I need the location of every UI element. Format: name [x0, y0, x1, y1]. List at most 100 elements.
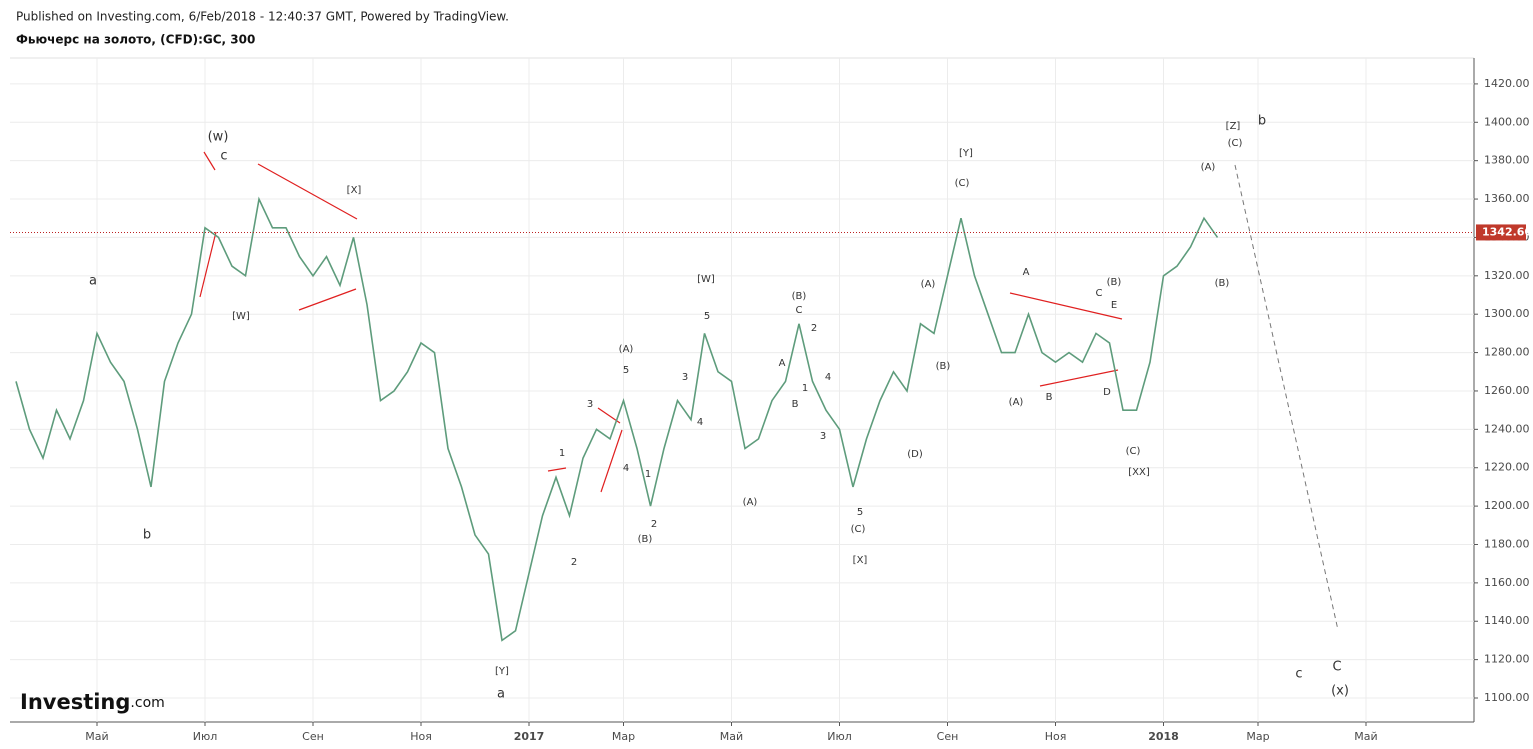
wave-label: 1	[802, 383, 808, 394]
wave-label: c	[1295, 667, 1302, 682]
y-tick-label: 1320.00	[1484, 269, 1530, 282]
trendline	[203, 151, 216, 171]
wave-label: [Y]	[959, 148, 973, 159]
wave-label: E	[1111, 300, 1117, 311]
x-tick-label: Май	[1354, 730, 1377, 743]
wave-label: C	[796, 305, 803, 316]
x-tick-label: Ноя	[410, 730, 432, 743]
trendline	[1009, 292, 1123, 320]
wave-label: (B)	[1215, 278, 1230, 289]
trendline	[600, 429, 623, 493]
wave-label: (B)	[638, 534, 653, 545]
wave-label: B	[1046, 392, 1053, 403]
wave-label: [W]	[232, 311, 250, 322]
x-tick-label: Июл	[193, 730, 218, 743]
trendline	[257, 163, 358, 220]
wave-label: (A)	[743, 497, 758, 508]
wave-label: [Y]	[495, 666, 509, 677]
grid	[10, 58, 1474, 722]
wave-label: b	[143, 528, 151, 543]
projection-line	[1234, 164, 1339, 631]
logo-main: Investing	[20, 690, 130, 714]
wave-label: [W]	[697, 274, 715, 285]
x-tick-label: Мар	[1246, 730, 1269, 743]
y-tick-label: 1280.00	[1484, 346, 1530, 359]
wave-label: (w)	[208, 130, 229, 145]
chart-title: Фьючерс на золото, (CFD):GC, 300	[16, 33, 255, 47]
x-tick-label: Ноя	[1045, 730, 1067, 743]
wave-label: A	[1023, 267, 1030, 278]
wave-label: 2	[571, 557, 577, 568]
x-tick-label: 2018	[1148, 730, 1179, 743]
wave-label: 4	[825, 372, 831, 383]
x-tick-label: Июл	[827, 730, 852, 743]
y-tick-label: 1400.00	[1484, 115, 1530, 128]
logo-suffix: .com	[130, 695, 164, 711]
published-note: Published on Investing.com, 6/Feb/2018 -…	[16, 10, 509, 24]
wave-label: (B)	[1107, 277, 1122, 288]
wave-label: (A)	[1201, 162, 1216, 173]
x-tick-label: Май	[720, 730, 743, 743]
wave-label: 1	[645, 469, 651, 480]
wave-label: D	[1103, 387, 1111, 398]
y-tick-label: 1240.00	[1484, 422, 1530, 435]
trendline	[199, 231, 217, 298]
wave-label: c	[220, 149, 227, 164]
trendline	[298, 288, 357, 311]
y-tick-label: 1380.00	[1484, 154, 1530, 167]
wave-label: (B)	[792, 291, 807, 302]
wave-label: (A)	[921, 279, 936, 290]
wave-label: [XX]	[1128, 467, 1150, 478]
wave-label: C	[1332, 660, 1341, 675]
wave-label: b	[1258, 114, 1266, 129]
logo: Investing.com	[20, 690, 165, 714]
trendline	[1039, 369, 1119, 387]
wave-label: 3	[682, 372, 688, 383]
wave-label: 5	[623, 365, 629, 376]
y-tick-label: 1260.00	[1484, 384, 1530, 397]
wave-label: B	[792, 399, 799, 410]
wave-label: 4	[623, 463, 629, 474]
x-tick-label: Сен	[937, 730, 959, 743]
wave-label: 3	[587, 399, 593, 410]
wave-label: (C)	[1126, 446, 1141, 457]
x-tick-label: Мар	[612, 730, 635, 743]
y-tick-label: 1200.00	[1484, 499, 1530, 512]
wave-label: (B)	[936, 361, 951, 372]
y-tick-label: 1220.00	[1484, 461, 1530, 474]
x-tick-label: 2017	[514, 730, 545, 743]
wave-label: [X]	[347, 185, 362, 196]
y-tick-label: 1180.00	[1484, 537, 1530, 550]
y-tick-label: 1360.00	[1484, 192, 1530, 205]
wave-label: (A)	[1009, 397, 1024, 408]
wave-label: 5	[857, 507, 863, 518]
wave-label: 3	[820, 431, 826, 442]
price-line	[15, 196, 1219, 642]
trendline	[547, 467, 567, 472]
y-tick-label: 1160.00	[1484, 576, 1530, 589]
wave-label: 1	[559, 448, 565, 459]
wave-label: a	[89, 274, 97, 289]
wave-label: (x)	[1331, 684, 1349, 699]
wave-label: (D)	[907, 449, 923, 460]
last-price-box	[1476, 224, 1526, 241]
wave-label: 2	[811, 323, 817, 334]
wave-label: (C)	[1228, 138, 1243, 149]
wave-label: (C)	[851, 524, 866, 535]
wave-label: (C)	[955, 178, 970, 189]
wave-label: 4	[697, 417, 703, 428]
x-tick-label: Май	[85, 730, 108, 743]
wave-label: [X]	[853, 555, 868, 566]
x-tick-label: Сен	[302, 730, 324, 743]
wave-label: 5	[704, 311, 710, 322]
wave-label: C	[1096, 288, 1103, 299]
y-tick-label: 1420.00	[1484, 77, 1530, 90]
wave-label: [Z]	[1226, 121, 1241, 132]
y-tick-label: 1100.00	[1484, 691, 1530, 704]
wave-label: a	[497, 687, 505, 702]
y-tick-label: 1300.00	[1484, 307, 1530, 320]
wave-label: A	[779, 358, 786, 369]
wave-label: 2	[651, 519, 657, 530]
y-tick-label: 1140.00	[1484, 614, 1530, 627]
